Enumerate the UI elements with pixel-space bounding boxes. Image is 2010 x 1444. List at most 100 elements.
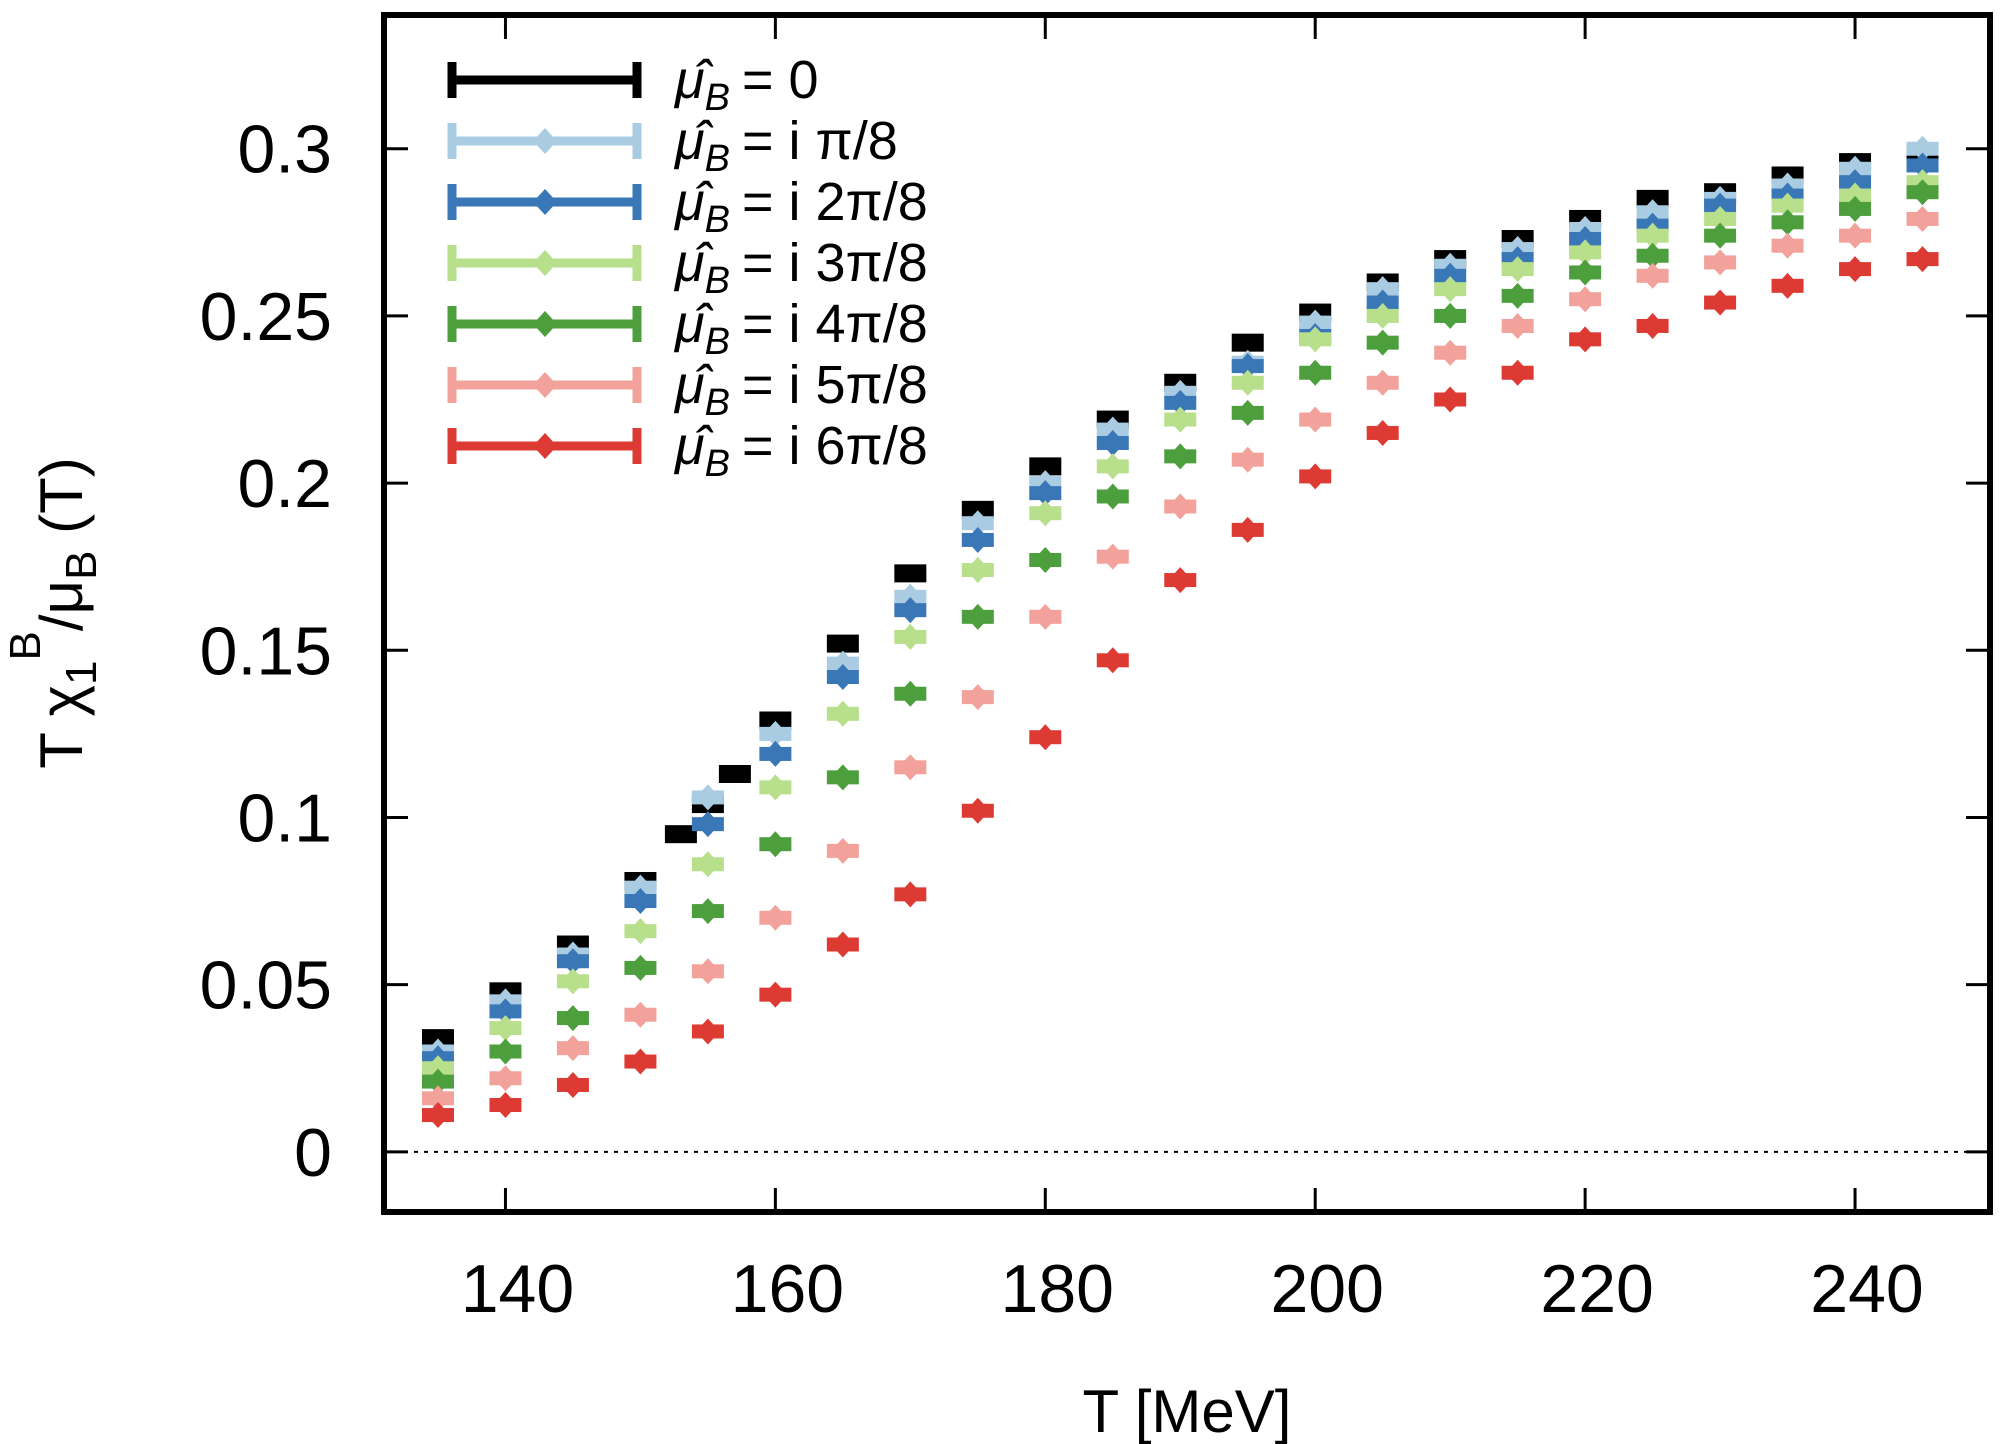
y-label-sup: B (1, 631, 50, 660)
legend-value: = 0 (742, 50, 819, 110)
data-point (1231, 369, 1264, 396)
data-point (826, 764, 859, 791)
legend-swatch (447, 62, 642, 98)
y-tick-label: 0.15 (200, 613, 332, 689)
data-point (1434, 276, 1467, 303)
y-tick-label: 0.3 (237, 112, 332, 188)
data-point (961, 557, 994, 584)
data-point (759, 774, 792, 801)
legend-label: μ̂B = i 3π/8 (673, 233, 928, 302)
data-point (421, 1029, 454, 1048)
x-tick-label: 240 (1810, 1251, 1923, 1327)
legend-value: = i 6π/8 (742, 416, 928, 476)
data-point (826, 931, 859, 958)
data-point (624, 1048, 657, 1075)
legend-swatch (447, 367, 642, 403)
data-point (1434, 302, 1467, 329)
data-point (759, 740, 792, 767)
data-point (691, 898, 724, 925)
data-point (1636, 222, 1669, 249)
legend-label: μ̂B = i 2π/8 (673, 172, 928, 241)
data-point (1501, 256, 1534, 283)
legend-label: μ̂B = 0 (673, 50, 819, 119)
data-point (691, 784, 724, 811)
data-point (961, 797, 994, 824)
legend-value: = i π/8 (742, 111, 898, 171)
legend-value: = i 4π/8 (742, 294, 928, 354)
legend-symbol-sub: B (705, 382, 730, 424)
data-point (1029, 547, 1062, 574)
legend-item: μ̂B = i 3π/8 (447, 233, 928, 302)
data-point (1906, 152, 1939, 179)
legend-value: = i 2π/8 (742, 172, 928, 232)
data-point (421, 1102, 454, 1129)
tick-labels: 140 160 180 200 220 240 0 0.05 0.1 0.15 0.2 0.25 0.3 (200, 112, 1924, 1327)
y-tick-label: 0.1 (237, 780, 332, 856)
data-point (894, 881, 927, 908)
y-label-tail: (T) (28, 457, 95, 550)
data-point (1906, 246, 1939, 273)
data-point (759, 720, 792, 747)
y-label-base: T χ (28, 685, 95, 769)
data-point (691, 811, 724, 838)
data-point (1771, 232, 1804, 259)
data-point (1029, 603, 1062, 630)
data-point (1704, 205, 1737, 232)
data-point (556, 1005, 589, 1032)
legend-swatch (447, 184, 642, 220)
legend-label: μ̂B = i 6π/8 (673, 416, 928, 485)
data-point (826, 634, 859, 653)
data-point (1164, 389, 1197, 416)
data-point (1434, 386, 1467, 413)
y-tick-label: 0.2 (237, 446, 332, 522)
data-point (826, 700, 859, 727)
data-point (1029, 724, 1062, 751)
x-tick-label: 180 (1001, 1251, 1114, 1327)
data-point (1771, 209, 1804, 236)
data-point (961, 603, 994, 630)
data-point (1366, 369, 1399, 396)
data-point (489, 1015, 522, 1042)
data-point (624, 954, 657, 981)
axis-ticks (384, 15, 1990, 1212)
data-point (1636, 242, 1669, 269)
data-point (1501, 312, 1534, 339)
data-point (1771, 272, 1804, 299)
data-point (1839, 256, 1872, 283)
data-point (1569, 239, 1602, 266)
data-point (1029, 457, 1062, 476)
data-point (1096, 647, 1129, 674)
legend-symbol-sub: B (705, 260, 730, 302)
data-point (691, 958, 724, 985)
legend-item: μ̂B = 0 (447, 50, 819, 119)
legend-swatch (447, 428, 642, 464)
legend-label: μ̂B = i π/8 (673, 111, 898, 180)
data-point (1096, 453, 1129, 480)
data-point (894, 564, 927, 583)
legend-swatch (447, 306, 642, 342)
legend-item: μ̂B = i 6π/8 (447, 416, 928, 485)
data-point (826, 837, 859, 864)
data-point (421, 1085, 454, 1112)
data-point (759, 904, 792, 931)
data-point (1299, 463, 1332, 490)
legend-label: μ̂B = i 4π/8 (673, 294, 928, 363)
data-point (421, 1068, 454, 1095)
series-5 (421, 205, 1939, 1112)
data-point (1434, 339, 1467, 366)
legend-value: = i 3π/8 (742, 233, 928, 293)
data-point (1501, 359, 1534, 386)
data-point (894, 754, 927, 781)
data-point (1906, 135, 1939, 162)
data-point (1299, 406, 1332, 433)
x-tick-label: 200 (1270, 1251, 1383, 1327)
data-point (556, 1035, 589, 1062)
legend-symbol-sub: B (705, 138, 730, 180)
data-point (489, 1092, 522, 1119)
data-point (759, 831, 792, 858)
data-point (1704, 222, 1737, 249)
legend-swatch (447, 245, 642, 281)
series-6 (421, 246, 1939, 1129)
series-layer (421, 135, 1939, 1129)
y-tick-label: 0 (294, 1115, 332, 1191)
